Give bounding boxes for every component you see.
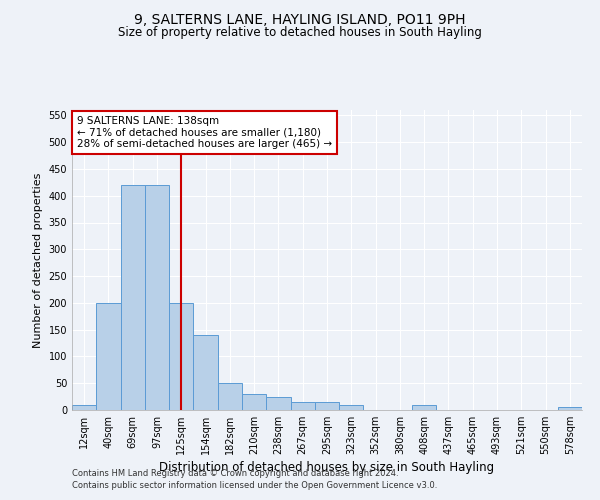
X-axis label: Distribution of detached houses by size in South Hayling: Distribution of detached houses by size … bbox=[160, 461, 494, 474]
Bar bbox=[218, 383, 242, 410]
Bar bbox=[96, 303, 121, 410]
Bar bbox=[145, 185, 169, 410]
Bar bbox=[169, 303, 193, 410]
Text: Contains HM Land Registry data © Crown copyright and database right 2024.: Contains HM Land Registry data © Crown c… bbox=[72, 468, 398, 477]
Bar bbox=[339, 404, 364, 410]
Bar bbox=[121, 185, 145, 410]
Bar bbox=[558, 408, 582, 410]
Bar bbox=[315, 402, 339, 410]
Text: Contains public sector information licensed under the Open Government Licence v3: Contains public sector information licen… bbox=[72, 481, 437, 490]
Text: Size of property relative to detached houses in South Hayling: Size of property relative to detached ho… bbox=[118, 26, 482, 39]
Bar bbox=[412, 404, 436, 410]
Bar bbox=[266, 396, 290, 410]
Text: 9, SALTERNS LANE, HAYLING ISLAND, PO11 9PH: 9, SALTERNS LANE, HAYLING ISLAND, PO11 9… bbox=[134, 12, 466, 26]
Bar bbox=[242, 394, 266, 410]
Bar bbox=[193, 335, 218, 410]
Bar bbox=[290, 402, 315, 410]
Text: 9 SALTERNS LANE: 138sqm
← 71% of detached houses are smaller (1,180)
28% of semi: 9 SALTERNS LANE: 138sqm ← 71% of detache… bbox=[77, 116, 332, 149]
Bar bbox=[72, 404, 96, 410]
Y-axis label: Number of detached properties: Number of detached properties bbox=[33, 172, 43, 348]
